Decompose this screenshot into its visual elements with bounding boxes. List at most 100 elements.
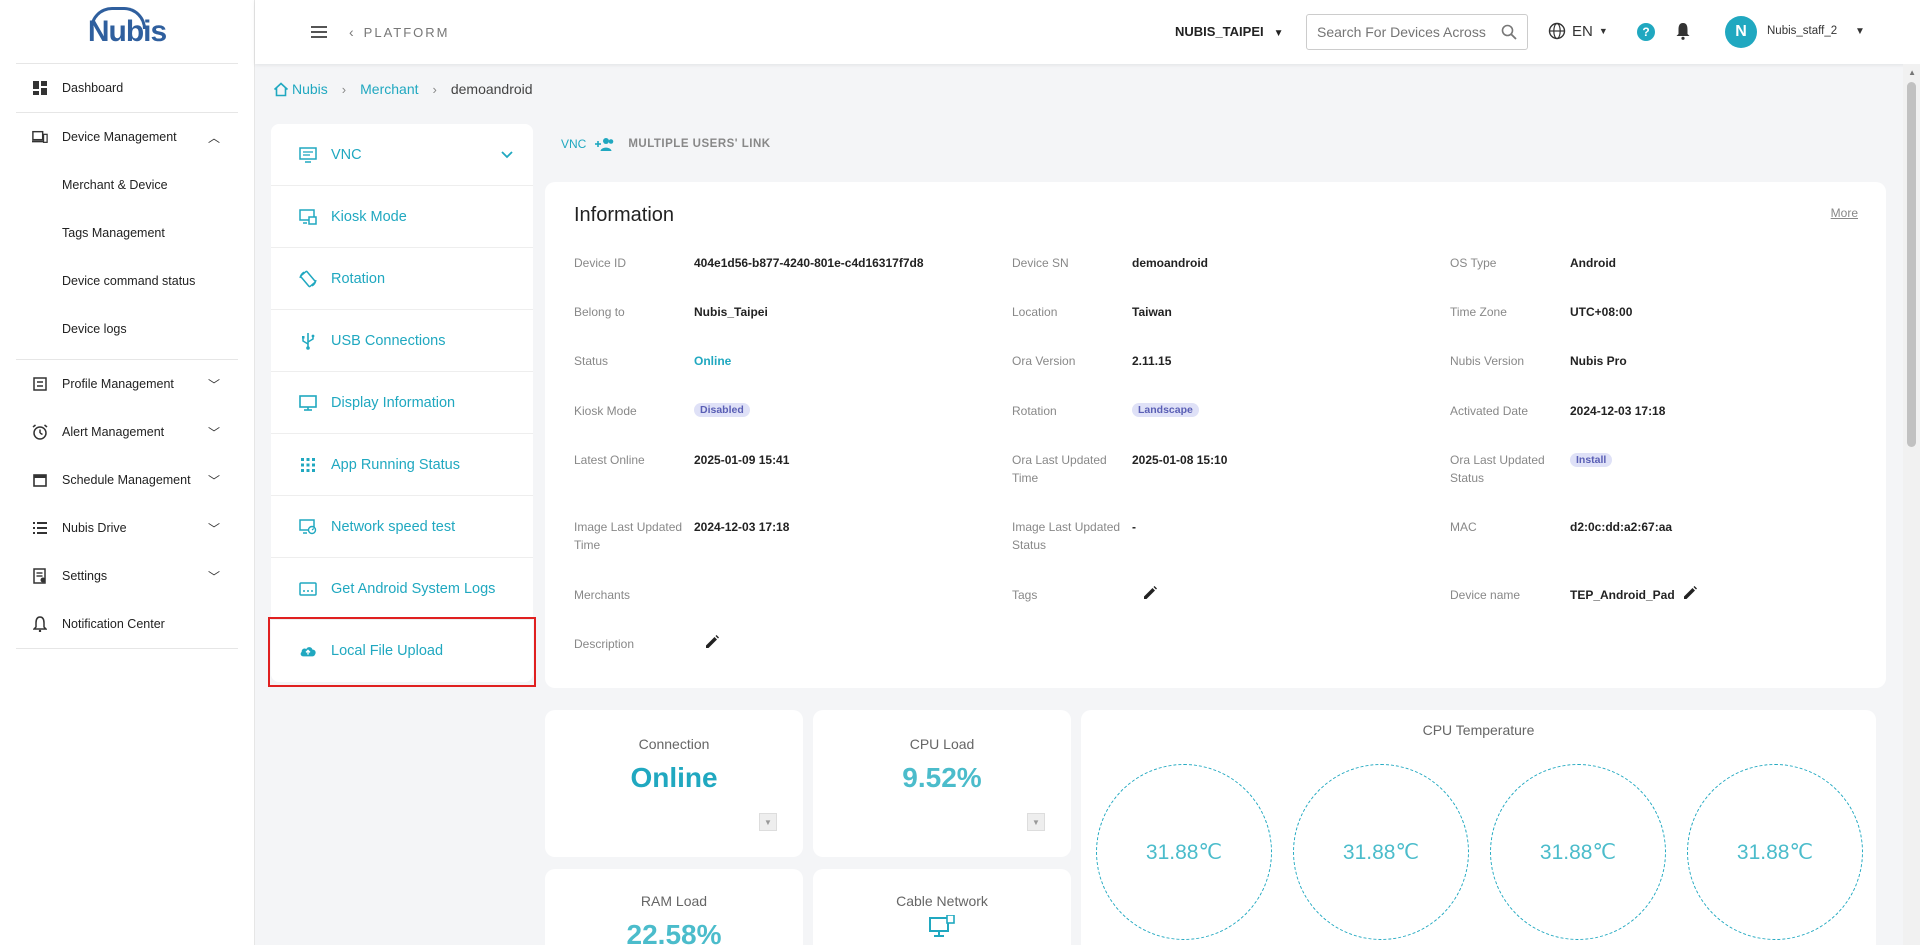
top-bar: ‹ PLATFORM NUBIS_TAIPEI▼ EN▼ ? N Nubis_s… <box>255 0 1920 64</box>
os-type-value: Android <box>1570 256 1616 270</box>
search-input[interactable] <box>1317 24 1487 40</box>
device-id-label: Device ID <box>574 256 627 270</box>
description-label: Description <box>574 637 635 651</box>
sidebar-item-merchant-device[interactable]: Merchant & Device <box>62 178 168 192</box>
belong-to-label: Belong to <box>574 305 625 319</box>
information-title: Information <box>574 204 675 226</box>
connection-value: Online <box>630 762 718 793</box>
rotation-label: Rotation <box>1012 404 1057 418</box>
cable-network-label: Cable Network <box>896 893 988 909</box>
sidebar-item-settings[interactable]: Settings ﹀ <box>16 552 238 600</box>
breadcrumb: Nubis › Merchant › demoandroid <box>273 81 533 97</box>
tool-local-file-upload[interactable]: Local File Upload <box>271 620 533 682</box>
edit-tags-pencil-icon[interactable] <box>1143 586 1157 605</box>
chevron-left-icon[interactable]: ‹ <box>349 24 354 40</box>
image-updated-status-label: Image Last Updated Status <box>1012 520 1121 552</box>
caret-down-icon: ▼ <box>1598 26 1608 36</box>
language-select[interactable]: EN ▼ <box>1548 22 1608 40</box>
sidebar: Nubis Dashboard Device Management ︿ Merc… <box>0 0 255 945</box>
edit-device-name-pencil-icon[interactable] <box>1683 586 1697 605</box>
rotation-badge: Landscape <box>1132 403 1199 417</box>
ora-updated-status-badge: Install <box>1570 453 1613 467</box>
platform-label[interactable]: PLATFORM <box>363 24 450 40</box>
cpu-load-card: CPU Load 9.52% ▼ <box>813 710 1071 857</box>
edit-description-pencil-icon[interactable] <box>705 635 719 654</box>
tool-usb-connections[interactable]: USB Connections <box>271 310 533 372</box>
sidebar-item-schedule-management[interactable]: Schedule Management ﹀ <box>16 456 238 504</box>
tool-kiosk-mode[interactable]: Kiosk Mode <box>271 186 533 248</box>
menu-icon[interactable] <box>311 26 327 38</box>
kiosk-mode-badge: Disabled <box>694 403 750 417</box>
breadcrumb-home[interactable]: Nubis <box>292 81 328 97</box>
list-icon <box>32 520 48 536</box>
logs-icon <box>299 580 317 598</box>
mac-label: MAC <box>1450 520 1477 534</box>
image-updated-status-value: - <box>1132 520 1136 534</box>
logo[interactable]: Nubis <box>16 0 238 64</box>
sidebar-item-label: Settings <box>62 569 108 583</box>
multiple-users-link[interactable]: MULTIPLE USERS' LINK <box>628 138 771 150</box>
dashboard-icon <box>32 80 48 96</box>
kiosk-icon <box>299 208 317 226</box>
more-link[interactable]: More <box>1830 206 1858 220</box>
sidebar-item-dashboard[interactable]: Dashboard <box>16 64 238 112</box>
ora-updated-status-label: Ora Last Updated Status <box>1450 453 1545 485</box>
tool-get-android-system-logs[interactable]: Get Android System Logs <box>271 558 533 620</box>
settings-icon <box>32 568 48 584</box>
device-name-value: TEP_Android_Pad <box>1570 588 1675 602</box>
chevron-down-icon: ﹀ <box>207 425 220 440</box>
breadcrumb-merchant[interactable]: Merchant <box>360 81 419 97</box>
device-icon <box>32 129 48 145</box>
breadcrumb-current: demoandroid <box>450 81 533 97</box>
sidebar-item-tags-management[interactable]: Tags Management <box>62 226 165 240</box>
connection-label: Connection <box>638 736 710 752</box>
home-icon[interactable] <box>273 81 289 97</box>
image-updated-time-label: Image Last Updated Time <box>574 520 683 552</box>
add-users-icon[interactable] <box>592 137 614 151</box>
latest-online-value: 2025-01-09 15:41 <box>694 453 790 467</box>
notification-bell-icon[interactable] <box>1675 22 1691 45</box>
activated-date-value: 2024-12-03 17:18 <box>1570 404 1666 418</box>
avatar[interactable]: N <box>1725 16 1757 48</box>
chevron-right-icon: › <box>341 81 347 97</box>
sidebar-item-nubis-drive[interactable]: Nubis Drive ﹀ <box>16 504 238 552</box>
ram-load-value: 22.58% <box>626 919 722 945</box>
sidebar-item-notification-center[interactable]: Notification Center <box>16 600 238 648</box>
device-sn-value: demoandroid <box>1132 256 1209 270</box>
tool-display-information[interactable]: Display Information <box>271 372 533 434</box>
username[interactable]: Nubis_staff_2 <box>1767 25 1838 37</box>
scrollbar-thumb[interactable] <box>1907 82 1916 447</box>
sidebar-item-profile-management[interactable]: Profile Management ﹀ <box>16 360 238 408</box>
sidebar-item-label: Dashboard <box>62 81 124 95</box>
scroll-up-arrow-icon[interactable]: ▲ <box>1908 68 1916 77</box>
vnc-link[interactable]: VNC <box>561 137 587 151</box>
rotation-icon <box>299 270 317 288</box>
sidebar-item-device-management[interactable]: Device Management ︿ <box>16 113 238 161</box>
time-zone-value: UTC+08:00 <box>1570 305 1633 319</box>
cloud-upload-icon <box>299 642 317 660</box>
profile-icon <box>32 376 48 392</box>
sidebar-item-device-command-status[interactable]: Device command status <box>62 274 196 288</box>
usb-icon <box>299 332 317 350</box>
sidebar-item-device-logs[interactable]: Device logs <box>62 322 127 336</box>
device-search[interactable] <box>1306 14 1528 50</box>
sidebar-item-alert-management[interactable]: Alert Management ﹀ <box>16 408 238 456</box>
search-icon[interactable] <box>1501 24 1517 45</box>
chevron-down-icon <box>501 147 513 163</box>
cpu-temperature-card: CPU Temperature 31.88℃ 31.88℃ 31.88℃ 31.… <box>1081 710 1876 945</box>
vnc-link-row: VNC MULTIPLE USERS' LINK <box>561 137 771 151</box>
expand-chevron-icon[interactable]: ▼ <box>759 813 777 831</box>
tool-app-running-status[interactable]: App Running Status <box>271 434 533 496</box>
chevron-down-icon: ﹀ <box>207 569 220 584</box>
tool-network-speed-test[interactable]: Network speed test <box>271 496 533 558</box>
tenant-select[interactable]: NUBIS_TAIPEI ▼ <box>1175 24 1284 39</box>
mac-value: d2:0c:dd:a2:67:aa <box>1570 520 1673 534</box>
network-computer-icon <box>813 915 1071 939</box>
help-icon[interactable]: ? <box>1637 23 1655 41</box>
expand-chevron-icon[interactable]: ▼ <box>1027 813 1045 831</box>
sidebar-item-label: Schedule Management <box>62 473 191 487</box>
tool-vnc[interactable]: VNC <box>271 124 533 186</box>
caret-down-icon[interactable]: ▼ <box>1855 26 1865 37</box>
tool-rotation[interactable]: Rotation <box>271 248 533 310</box>
sidebar-item-label: Nubis Drive <box>62 521 127 535</box>
